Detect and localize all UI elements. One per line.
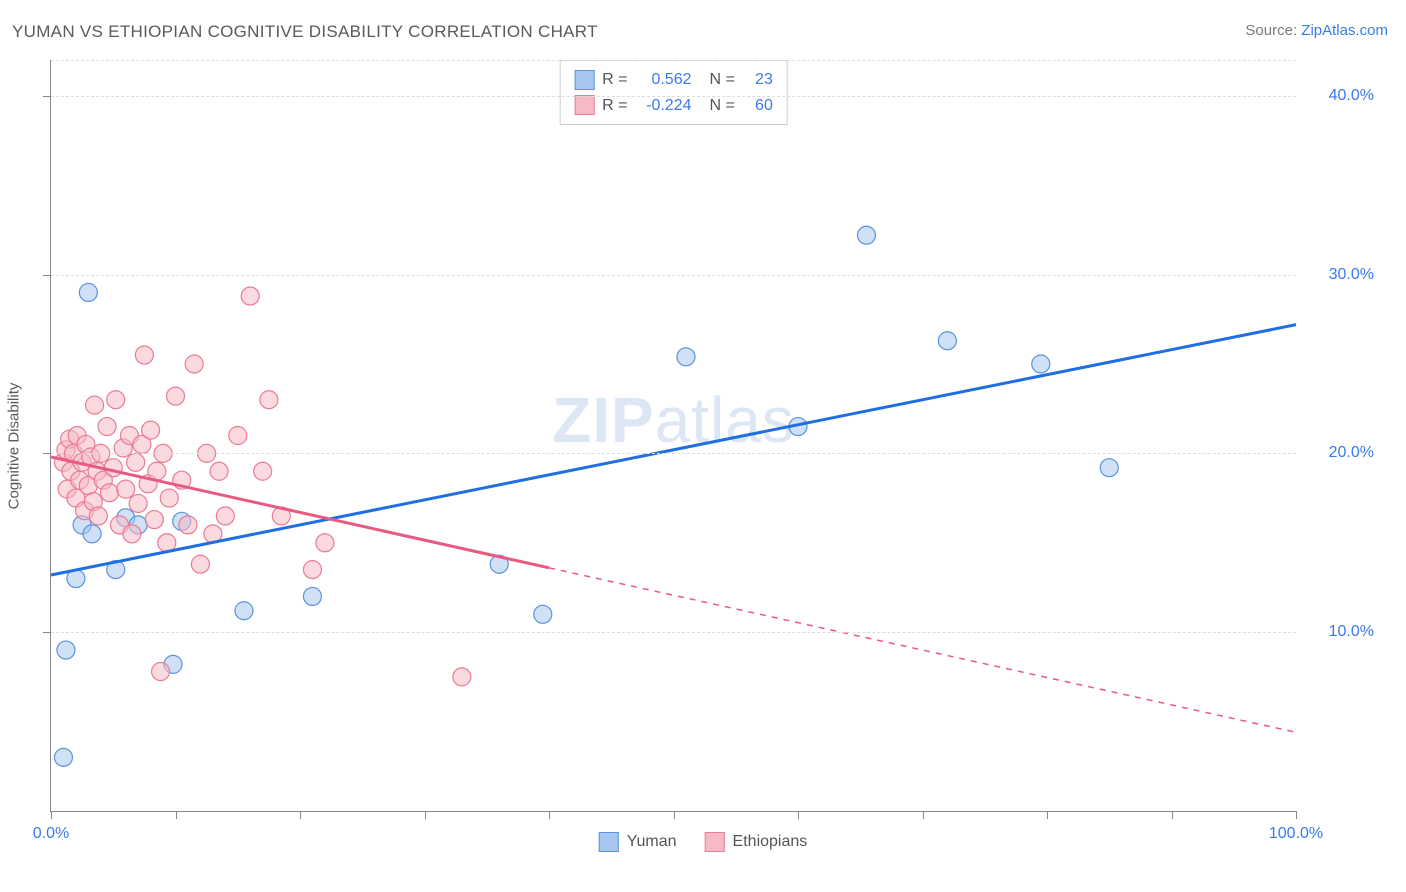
source-attribution: Source: ZipAtlas.com xyxy=(1245,22,1388,39)
x-tick xyxy=(300,811,301,819)
scatter-point xyxy=(54,748,72,766)
x-tick xyxy=(1172,811,1173,819)
scatter-point xyxy=(191,555,209,573)
x-tick-label: 0.0% xyxy=(33,825,69,843)
trend-line xyxy=(51,325,1296,575)
y-tick-label: 40.0% xyxy=(1329,87,1374,105)
scatter-point xyxy=(210,462,228,480)
x-tick xyxy=(176,811,177,819)
x-tick xyxy=(1047,811,1048,819)
scatter-point xyxy=(123,525,141,543)
scatter-point xyxy=(57,641,75,659)
scatter-point xyxy=(86,396,104,414)
plot-area: ZIPatlas R = 0.562 N = 23 R = -0.224 N =… xyxy=(50,60,1296,812)
y-axis-title: Cognitive Disability xyxy=(6,383,23,510)
stats-row-series-0: R = 0.562 N = 23 xyxy=(574,67,773,93)
legend-label: Ethiopians xyxy=(733,833,808,851)
gridline xyxy=(51,632,1296,633)
stats-legend: R = 0.562 N = 23 R = -0.224 N = 60 xyxy=(559,60,788,125)
scatter-point xyxy=(1032,355,1050,373)
scatter-point xyxy=(129,494,147,512)
bottom-legend: Yuman Ethiopians xyxy=(599,832,808,852)
scatter-point xyxy=(235,602,253,620)
x-tick xyxy=(674,811,675,819)
scatter-point xyxy=(142,421,160,439)
y-tick xyxy=(43,96,51,97)
scatter-point xyxy=(303,587,321,605)
scatter-point xyxy=(83,525,101,543)
x-tick xyxy=(549,811,550,819)
scatter-point xyxy=(216,507,234,525)
scatter-point xyxy=(101,484,119,502)
scatter-point xyxy=(316,534,334,552)
gridline xyxy=(51,453,1296,454)
scatter-point xyxy=(241,287,259,305)
scatter-point xyxy=(135,346,153,364)
scatter-point xyxy=(148,462,166,480)
x-tick xyxy=(1296,811,1297,819)
y-tick xyxy=(43,632,51,633)
scatter-point xyxy=(107,391,125,409)
source-prefix: Source: xyxy=(1245,22,1301,39)
scatter-point xyxy=(160,489,178,507)
legend-swatch xyxy=(574,95,594,115)
trend-line-dashed xyxy=(549,568,1296,733)
x-tick xyxy=(798,811,799,819)
plot-svg xyxy=(51,60,1296,811)
legend-label: Yuman xyxy=(627,833,677,851)
scatter-point xyxy=(104,459,122,477)
x-tick xyxy=(923,811,924,819)
stat-n-label: N = xyxy=(710,67,735,93)
scatter-point xyxy=(179,516,197,534)
x-tick xyxy=(425,811,426,819)
scatter-point xyxy=(167,387,185,405)
scatter-point xyxy=(127,453,145,471)
scatter-point xyxy=(857,226,875,244)
scatter-point xyxy=(185,355,203,373)
scatter-point xyxy=(98,418,116,436)
scatter-point xyxy=(453,668,471,686)
scatter-point xyxy=(89,507,107,525)
legend-item-ethiopians: Ethiopians xyxy=(705,832,808,852)
scatter-point xyxy=(1100,459,1118,477)
x-tick xyxy=(51,811,52,819)
scatter-point xyxy=(260,391,278,409)
chart-title: YUMAN VS ETHIOPIAN COGNITIVE DISABILITY … xyxy=(12,22,598,42)
gridline xyxy=(51,60,1296,61)
gridline xyxy=(51,275,1296,276)
stat-r-label: R = xyxy=(602,67,627,93)
scatter-point xyxy=(303,561,321,579)
y-tick-label: 20.0% xyxy=(1329,444,1374,462)
y-tick-label: 10.0% xyxy=(1329,623,1374,641)
stat-r-value: 0.562 xyxy=(636,67,692,93)
scatter-point xyxy=(938,332,956,350)
scatter-point xyxy=(79,283,97,301)
y-tick xyxy=(43,453,51,454)
scatter-point xyxy=(229,427,247,445)
scatter-point xyxy=(117,480,135,498)
scatter-point xyxy=(152,663,170,681)
legend-item-yuman: Yuman xyxy=(599,832,677,852)
legend-swatch xyxy=(599,832,619,852)
legend-swatch xyxy=(705,832,725,852)
stat-n-value: 23 xyxy=(743,67,773,93)
scatter-point xyxy=(254,462,272,480)
scatter-point xyxy=(145,511,163,529)
gridline xyxy=(51,96,1296,97)
y-tick-label: 30.0% xyxy=(1329,266,1374,284)
source-link[interactable]: ZipAtlas.com xyxy=(1301,22,1388,39)
scatter-point xyxy=(677,348,695,366)
y-tick xyxy=(43,275,51,276)
scatter-point xyxy=(534,605,552,623)
legend-swatch xyxy=(574,70,594,90)
x-tick-label: 100.0% xyxy=(1269,825,1323,843)
